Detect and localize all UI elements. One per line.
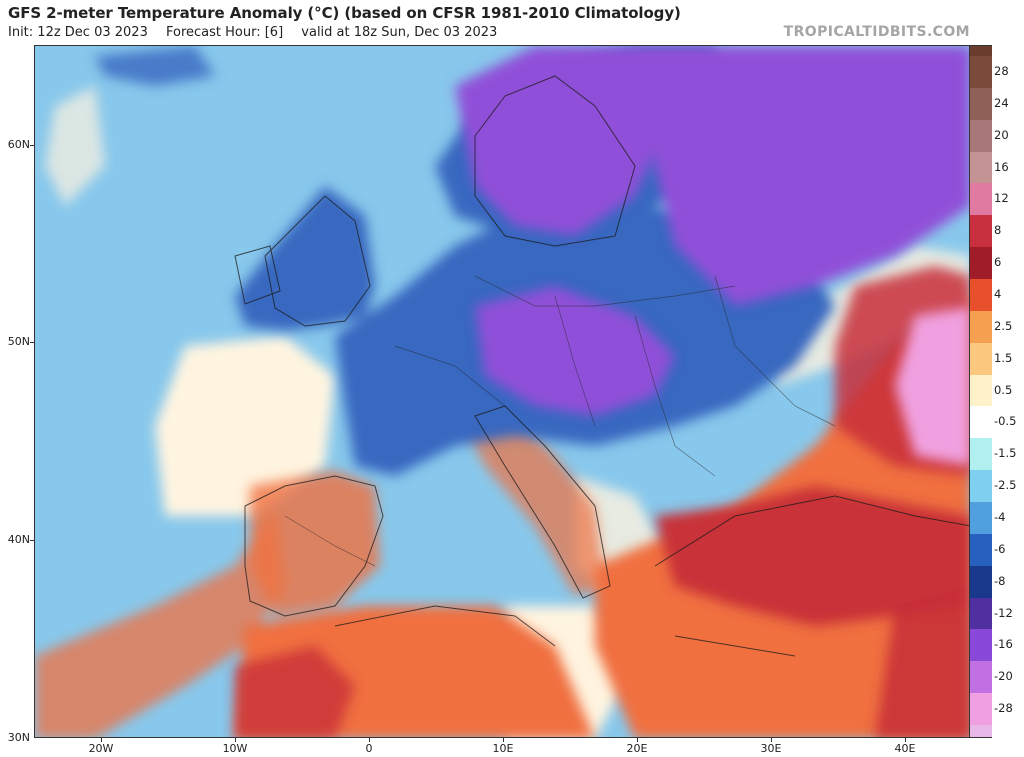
colorbar-tick-label: 28 (994, 63, 1009, 78)
colorbar-bottom-segment (970, 725, 992, 737)
lat-tick (30, 342, 34, 343)
colorbar-segment (970, 342, 992, 376)
colorbar-tick-label: -0.5 (994, 414, 1017, 429)
colorbar-tick-label: -28 (994, 701, 1013, 716)
colorbar-tick-label: 4 (994, 286, 1002, 301)
lon-tick (637, 738, 638, 742)
russia-extreme-pink (895, 306, 969, 466)
colorbar-segment (970, 565, 992, 599)
colorbar-tick-label: 2.5 (994, 318, 1013, 333)
colorbar-tick-label: -16 (994, 637, 1013, 652)
turkey-hot (655, 486, 969, 626)
init-time: Init: 12z Dec 03 2023 (8, 25, 148, 40)
brand-watermark[interactable]: TROPICALTIDBITS.COM (783, 24, 970, 40)
colorbar-tick-label: -20 (994, 669, 1013, 684)
colorbar-tick-label: 24 (994, 95, 1009, 110)
colorbar-top-segment (970, 46, 992, 56)
lon-tick (235, 738, 236, 742)
colorbar-segment (970, 693, 992, 726)
colorbar-segment (970, 438, 992, 471)
valid-time: valid at 18z Sun, Dec 03 2023 (301, 25, 498, 40)
colorbar-tick-label: -1.5 (994, 446, 1017, 461)
colorbar-tick-label: -2.5 (994, 478, 1017, 493)
colorbar-segment (970, 502, 992, 535)
colorbar-segment (970, 629, 992, 662)
page-title: GFS 2-meter Temperature Anomaly (°C) (ba… (8, 4, 681, 22)
iberia-warm (250, 471, 380, 616)
atlantic-warm-band (35, 506, 285, 737)
lon-tick (771, 738, 772, 742)
levant-hot (875, 586, 969, 737)
italy-warm (465, 416, 605, 596)
lon-tick (369, 738, 370, 742)
north-atlantic-neutral-patch (45, 86, 105, 206)
colorbar-segment (970, 247, 992, 280)
forecast-info: Init: 12z Dec 03 2023 Forecast Hour: [6]… (8, 25, 511, 40)
lat-label-50n: 50N (7, 335, 30, 348)
iceland-cold (95, 46, 215, 86)
map-canvas (35, 46, 969, 737)
colorbar-tick-label: -4 (994, 509, 1006, 524)
lat-label-60n: 60N (7, 138, 30, 151)
colorbar-tick-label: 12 (994, 191, 1009, 206)
colorbar (970, 45, 992, 738)
colorbar-segment (970, 406, 992, 439)
colorbar-segment (970, 533, 992, 567)
lon-tick (101, 738, 102, 742)
lon-label-10w: 10W (222, 742, 248, 755)
colorbar-tick-label: -8 (994, 573, 1006, 588)
forecast-hour: Forecast Hour: [6] (165, 25, 284, 40)
colorbar-segment (970, 374, 992, 407)
northern-russia-very-cold (655, 46, 969, 306)
lon-label-20e: 20E (626, 742, 648, 755)
colorbar-segment (970, 119, 992, 153)
coastlines (234, 75, 969, 657)
colorbar-tick-label: -6 (994, 541, 1006, 556)
colorbar-tick-label: 16 (994, 159, 1009, 174)
lon-tick (503, 738, 504, 742)
colorbar-segment (970, 56, 992, 89)
colorbar-segment (970, 87, 992, 121)
lon-label-0: 0 (365, 742, 373, 755)
colorbar-tick-label: 0.5 (994, 382, 1013, 397)
central-europe-very-cold (475, 286, 675, 416)
sahara-hot (235, 646, 355, 737)
lon-label-30e: 30E (760, 742, 782, 755)
colorbar-tick-label: 20 (994, 127, 1009, 142)
lat-label-30n: 30N (7, 731, 30, 744)
colorbar-segment (970, 661, 992, 694)
lon-label-20w: 20W (88, 742, 114, 755)
lon-label-40e: 40E (894, 742, 916, 755)
colorbar-segment (970, 183, 992, 216)
colorbar-segment (970, 597, 992, 630)
borders (284, 275, 836, 567)
colorbar-segment (970, 151, 992, 184)
lat-tick (30, 145, 34, 146)
lon-label-10e: 10E (492, 742, 514, 755)
colorbar-segment (970, 470, 992, 503)
colorbar-tick-label: 1.5 (994, 350, 1013, 365)
temperature-anomaly-map (34, 45, 970, 738)
lon-tick (905, 738, 906, 742)
colorbar-tick-label: 6 (994, 255, 1002, 270)
lat-tick (30, 540, 34, 541)
colorbar-tick-label: -12 (994, 605, 1013, 620)
lat-label-40n: 40N (7, 533, 30, 546)
colorbar-tick-label: 8 (994, 223, 1002, 238)
colorbar-segment (970, 215, 992, 248)
colorbar-segment (970, 279, 992, 312)
colorbar-segment (970, 310, 992, 344)
atlantic-neutral-patch (155, 336, 335, 516)
